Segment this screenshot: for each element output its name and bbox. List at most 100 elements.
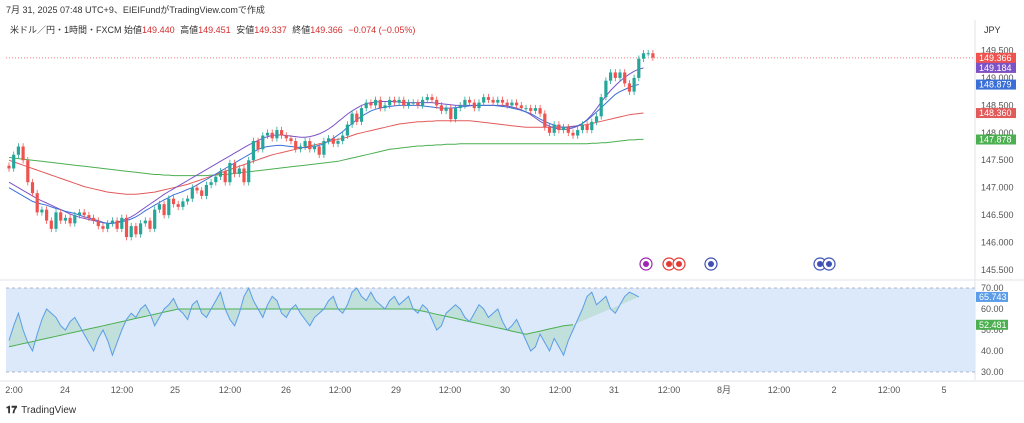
time-tick-label: 12:00 <box>111 385 134 395</box>
candle <box>618 69 622 82</box>
candle-body <box>594 116 599 122</box>
candle <box>204 181 208 200</box>
jp-flag-icon[interactable] <box>662 257 676 271</box>
high-value: 149.451 <box>198 25 231 35</box>
candle <box>110 217 114 227</box>
candle-body <box>585 124 589 131</box>
candle-body <box>143 220 147 224</box>
us-flag-icon-dot <box>826 261 832 267</box>
jp-flag-icon-dot <box>666 261 672 267</box>
candle-body <box>590 121 594 131</box>
time-tick-label: 8月 <box>717 385 731 395</box>
candle <box>176 200 180 211</box>
candle-body <box>411 102 415 104</box>
price-label-value: 149.184 <box>979 63 1012 73</box>
candle-body <box>392 99 396 103</box>
candle-body <box>421 99 425 106</box>
candle-body <box>458 105 462 109</box>
candle <box>500 96 505 106</box>
candle-body <box>176 204 180 207</box>
candle <box>308 137 312 153</box>
rsi-value-box <box>976 291 1008 302</box>
candle-body <box>576 130 580 136</box>
candle-body <box>364 102 368 109</box>
candle-body <box>519 105 523 109</box>
price-tick-label: 149.000 <box>981 73 1014 83</box>
us-flag-icon[interactable] <box>704 257 718 271</box>
us-flag-icon[interactable] <box>822 257 836 271</box>
chart-header-title: 7月 31, 2025 07:48 UTC+9、EIEIFundがTrading… <box>6 5 265 15</box>
candle <box>439 102 443 115</box>
time-tick-label: 12:00 <box>549 385 572 395</box>
candle <box>590 118 594 134</box>
candle-body <box>251 141 255 161</box>
candle-body <box>308 141 312 150</box>
candle-body <box>449 108 453 120</box>
candle-body <box>482 97 486 103</box>
rsi-tick-label: 70.00 <box>981 283 1004 293</box>
candle <box>345 121 349 139</box>
candle-body <box>472 102 476 109</box>
time-tick-label: 29 <box>391 385 401 395</box>
candle <box>383 102 387 112</box>
candle-body <box>265 132 270 136</box>
candle-body <box>468 99 472 103</box>
candle <box>496 96 500 106</box>
candle <box>270 129 274 142</box>
candle-body <box>378 99 382 109</box>
rsi-tick-label: 40.00 <box>981 346 1004 356</box>
candle <box>261 132 265 153</box>
price-tick-label: 145.500 <box>981 265 1014 275</box>
candle <box>463 96 467 109</box>
candle-body <box>623 72 627 84</box>
candle <box>421 96 425 109</box>
low-value: 149.337 <box>254 25 287 35</box>
jp-flag-icon[interactable] <box>672 257 686 271</box>
rsi-band <box>6 288 975 372</box>
candle <box>458 102 462 112</box>
symbol-name: 米ドル／円・1時間・FXCM <box>10 25 122 35</box>
candle-body <box>284 135 288 139</box>
candle-body <box>453 108 458 120</box>
candle <box>209 178 213 189</box>
candle <box>143 217 147 227</box>
candle-body <box>416 102 420 106</box>
candle <box>21 143 25 164</box>
candle-body <box>637 58 641 78</box>
candle <box>322 137 326 159</box>
candle-body <box>651 53 655 58</box>
candle-body <box>557 124 561 131</box>
candle-body <box>270 132 274 139</box>
candle-body <box>463 99 467 106</box>
candle <box>87 211 91 222</box>
candle-body <box>87 215 91 218</box>
candle <box>552 121 556 137</box>
candle-body <box>435 99 439 106</box>
candle-body <box>566 127 570 133</box>
currency-label[interactable]: JPY <box>984 25 1001 35</box>
candle <box>120 214 124 233</box>
candle-body <box>345 124 349 136</box>
candle <box>167 195 171 219</box>
candle <box>223 167 227 186</box>
candle-body <box>110 220 114 224</box>
tradingview-brand[interactable]: 𝟏𝟕 TradingView <box>6 405 76 416</box>
candle-body <box>355 113 359 122</box>
candle-body <box>45 209 49 221</box>
candle <box>430 93 434 104</box>
candle-body <box>609 72 613 81</box>
candle <box>294 137 298 153</box>
candle-body <box>30 182 35 194</box>
candle-body <box>16 146 20 155</box>
lightning-event-icon[interactable] <box>639 257 653 271</box>
candle-body <box>322 141 326 155</box>
candle <box>538 104 542 117</box>
candle-body <box>214 176 218 183</box>
price-label-ma-slow: 148.360 <box>976 108 1016 119</box>
candle <box>623 69 627 87</box>
us-flag-icon[interactable] <box>813 257 827 271</box>
candle-body <box>341 135 345 142</box>
candle-body <box>153 209 157 229</box>
rsi-value-text: 65.743 <box>979 292 1007 302</box>
